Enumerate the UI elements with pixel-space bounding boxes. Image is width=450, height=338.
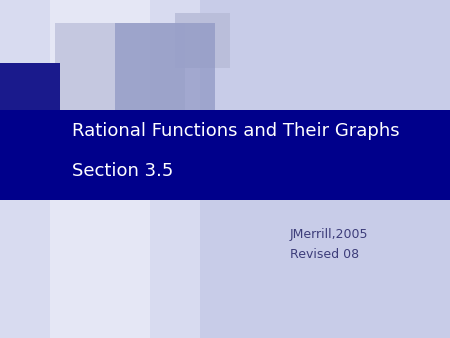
Bar bbox=[55, 128, 120, 193]
Text: JMerrill,2005: JMerrill,2005 bbox=[290, 228, 369, 241]
Text: Rational Functions and Their Graphs: Rational Functions and Their Graphs bbox=[72, 122, 400, 140]
Bar bbox=[175, 13, 230, 68]
Text: Section 3.5: Section 3.5 bbox=[72, 162, 173, 180]
Bar bbox=[0, 0, 200, 338]
Bar bbox=[0, 63, 60, 143]
Bar bbox=[55, 23, 185, 153]
Bar bbox=[0, 110, 450, 200]
Text: Revised 08: Revised 08 bbox=[290, 248, 359, 261]
Bar bbox=[50, 0, 150, 338]
Bar bbox=[115, 23, 215, 118]
